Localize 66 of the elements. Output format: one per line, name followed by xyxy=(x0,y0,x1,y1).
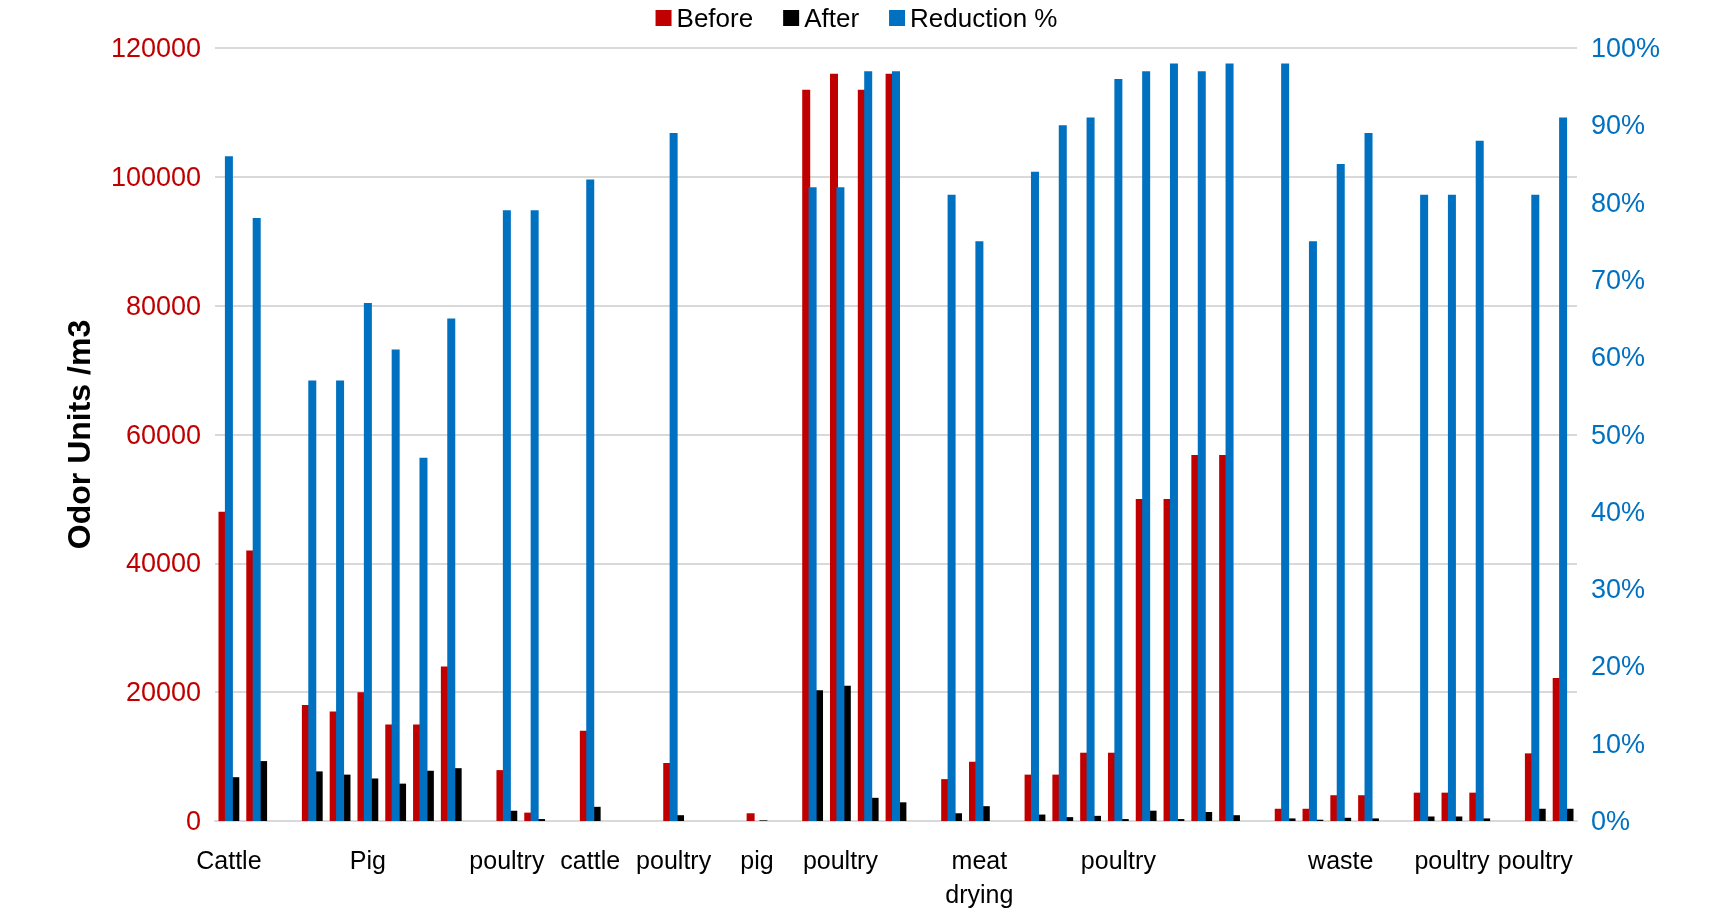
bar xyxy=(1420,194,1429,821)
y-tick-label: 80000 xyxy=(125,290,201,321)
bar xyxy=(586,179,595,821)
y2-tick-label: 20% xyxy=(1591,651,1646,682)
bar xyxy=(1281,63,1290,821)
y-tick-label: 100000 xyxy=(110,161,201,192)
bar xyxy=(1058,125,1067,821)
x-tick-label: poultry xyxy=(636,846,712,874)
bar xyxy=(1336,163,1345,821)
bar xyxy=(1559,117,1568,821)
bar xyxy=(746,813,755,821)
bar xyxy=(1308,241,1317,821)
y2-tick-label: 60% xyxy=(1591,342,1646,373)
bar xyxy=(224,156,233,821)
bar xyxy=(947,194,956,821)
y2-tick-label: 30% xyxy=(1591,574,1646,605)
bar xyxy=(1447,194,1456,821)
bar xyxy=(530,210,539,821)
bar xyxy=(1142,71,1151,821)
bar xyxy=(336,380,345,821)
bar xyxy=(502,210,511,821)
bar xyxy=(1169,63,1178,821)
y-tick-label: 40000 xyxy=(125,548,201,579)
y2-tick-label: 10% xyxy=(1591,728,1646,759)
y2-tick-label: 80% xyxy=(1591,187,1646,218)
y2-tick-label: 50% xyxy=(1591,419,1646,450)
bar xyxy=(1030,171,1039,821)
bar xyxy=(252,218,261,821)
y2-tick-label: 100% xyxy=(1591,33,1661,63)
x-tick-label: poultry xyxy=(802,846,879,874)
y-tick-label: 20000 xyxy=(125,677,201,708)
y-tick-label: 60000 xyxy=(125,419,201,450)
bar xyxy=(975,241,984,821)
bar xyxy=(1114,78,1123,821)
x-tick-label: poultry xyxy=(1080,846,1157,874)
y2-tick-label: 90% xyxy=(1591,110,1646,141)
bar xyxy=(419,457,428,821)
bar xyxy=(308,380,317,821)
legend-label: Before xyxy=(676,3,754,33)
bar xyxy=(1475,140,1484,821)
x-tick-label: Pig xyxy=(349,846,386,874)
bar xyxy=(363,303,372,821)
x-tick-label: poultry xyxy=(1414,846,1490,874)
legend-label: Reduction % xyxy=(910,3,1058,33)
bar xyxy=(1364,133,1373,821)
y2-tick-label: 40% xyxy=(1591,496,1646,527)
x-tick-label: poultry xyxy=(469,846,545,874)
y-tick-label: 0 xyxy=(185,806,201,836)
y2-tick-label: 70% xyxy=(1591,264,1646,295)
legend-label: After xyxy=(804,3,860,33)
bar xyxy=(391,349,400,821)
y-tick-label: 120000 xyxy=(110,33,201,63)
y2-tick-label: 0% xyxy=(1591,806,1631,836)
x-tick-label: poultry xyxy=(1497,846,1574,874)
x-tick-label: Cattle xyxy=(196,846,262,874)
bar xyxy=(1086,117,1095,821)
x-tick-label: waste xyxy=(1307,846,1374,874)
bar xyxy=(1225,63,1234,821)
bar xyxy=(447,318,456,821)
bar xyxy=(669,133,678,821)
bar xyxy=(1531,194,1540,821)
y-axis-title: Odor Units /m3 xyxy=(61,319,97,550)
x-tick-label: cattle xyxy=(560,846,621,874)
bar xyxy=(1197,71,1206,821)
x-tick-label: pig xyxy=(740,846,774,874)
x-tick-label: meat drying xyxy=(945,846,1014,908)
